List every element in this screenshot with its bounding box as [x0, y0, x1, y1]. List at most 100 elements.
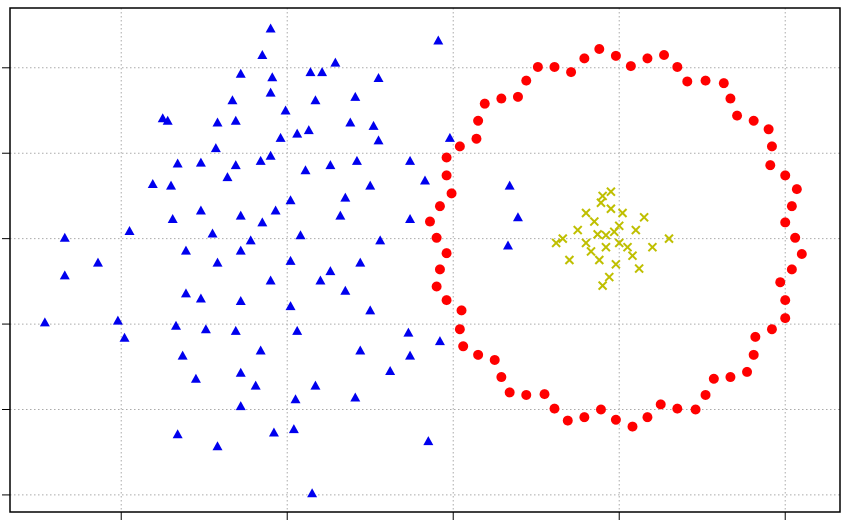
circle-point	[595, 404, 606, 415]
circle-point	[725, 372, 736, 383]
circle-point	[742, 366, 753, 377]
triangle-point	[265, 87, 276, 97]
triangle-point	[207, 228, 218, 238]
circle-point	[763, 124, 774, 135]
triangle-point	[303, 125, 314, 135]
circle-point	[566, 67, 577, 78]
triangle-point	[288, 424, 299, 434]
circle-point	[682, 76, 693, 87]
circle-point	[655, 399, 666, 410]
triangle-point	[365, 180, 376, 190]
x-point	[664, 233, 674, 244]
triangle-point	[504, 180, 515, 190]
triangle-point	[285, 301, 296, 311]
circle-point	[549, 61, 560, 72]
circle-point	[748, 349, 759, 360]
triangle-point	[340, 192, 351, 202]
circle-point	[732, 110, 743, 121]
triangle-point	[280, 105, 291, 115]
triangle-point	[200, 324, 211, 334]
triangle-point	[112, 315, 123, 325]
circle-point	[610, 50, 621, 61]
circle-point	[765, 160, 776, 171]
circle-point	[489, 354, 500, 365]
triangle-point	[235, 245, 246, 255]
circle-point	[780, 313, 791, 324]
circle-point	[780, 217, 791, 228]
triangle-point	[423, 436, 434, 446]
triangle-point	[265, 150, 276, 160]
triangle-point	[420, 175, 430, 185]
triangle-point	[257, 217, 268, 227]
x-point	[604, 272, 614, 282]
triangle-point	[434, 336, 445, 346]
triangle-point	[245, 235, 256, 245]
triangle-point	[250, 380, 261, 390]
triangle-point	[172, 158, 183, 168]
triangle-point	[212, 117, 223, 127]
triangle-point	[355, 257, 366, 267]
circle-point	[642, 53, 653, 64]
triangle-point	[355, 345, 366, 355]
triangle-point	[375, 235, 386, 245]
circle-point	[441, 248, 452, 259]
triangle-point	[157, 113, 168, 123]
triangle-point	[310, 380, 321, 390]
triangle-point	[172, 429, 183, 439]
circle-point	[424, 216, 435, 227]
circle-point	[579, 412, 590, 423]
triangle-point	[295, 230, 306, 240]
triangle-point	[147, 178, 158, 188]
x-point	[592, 229, 603, 240]
triangle-point	[305, 67, 316, 77]
triangle-point	[230, 115, 241, 125]
circle-point	[479, 98, 490, 109]
triangle-point	[190, 373, 201, 383]
triangle-point	[335, 210, 346, 220]
triangle-point	[235, 296, 246, 306]
x-point	[634, 263, 644, 274]
triangle-point	[405, 213, 416, 223]
triangle-point	[268, 427, 279, 437]
circle-point	[610, 414, 621, 425]
triangle-point	[177, 350, 188, 360]
circle-point	[441, 295, 452, 306]
plot-frame	[9, 7, 841, 513]
triangle-point	[267, 72, 278, 82]
circle-point	[780, 170, 791, 181]
circle-point	[549, 403, 560, 414]
triangle-point	[330, 57, 341, 67]
x-point	[601, 242, 611, 252]
triangle-point	[307, 488, 318, 498]
circle-point	[434, 201, 445, 212]
x-point	[622, 242, 633, 252]
circle-point	[766, 141, 777, 152]
triangle-point	[171, 320, 181, 330]
triangle-point	[405, 350, 416, 360]
circle-point	[594, 44, 605, 55]
triangle-point	[365, 305, 376, 315]
triangle-point	[235, 367, 246, 377]
triangle-point	[292, 325, 303, 335]
triangle-point	[227, 95, 238, 105]
x-point	[589, 216, 600, 227]
circle-point	[496, 372, 507, 383]
triangle-point	[230, 325, 241, 335]
x-point	[558, 233, 568, 244]
circle-point	[672, 61, 683, 72]
circle-point	[786, 201, 797, 212]
circle-point	[796, 249, 807, 260]
x-point	[631, 225, 641, 235]
circle-point	[441, 170, 452, 181]
circle-point	[496, 93, 507, 104]
triangle-point	[235, 401, 246, 411]
triangle-point	[350, 91, 361, 101]
circle-point	[750, 331, 761, 342]
triangle-point	[373, 135, 384, 145]
circle-point	[625, 61, 636, 72]
triangle-point	[325, 266, 336, 276]
circle-point	[539, 389, 550, 400]
triangle-point	[222, 172, 233, 182]
triangle-point	[315, 275, 326, 285]
